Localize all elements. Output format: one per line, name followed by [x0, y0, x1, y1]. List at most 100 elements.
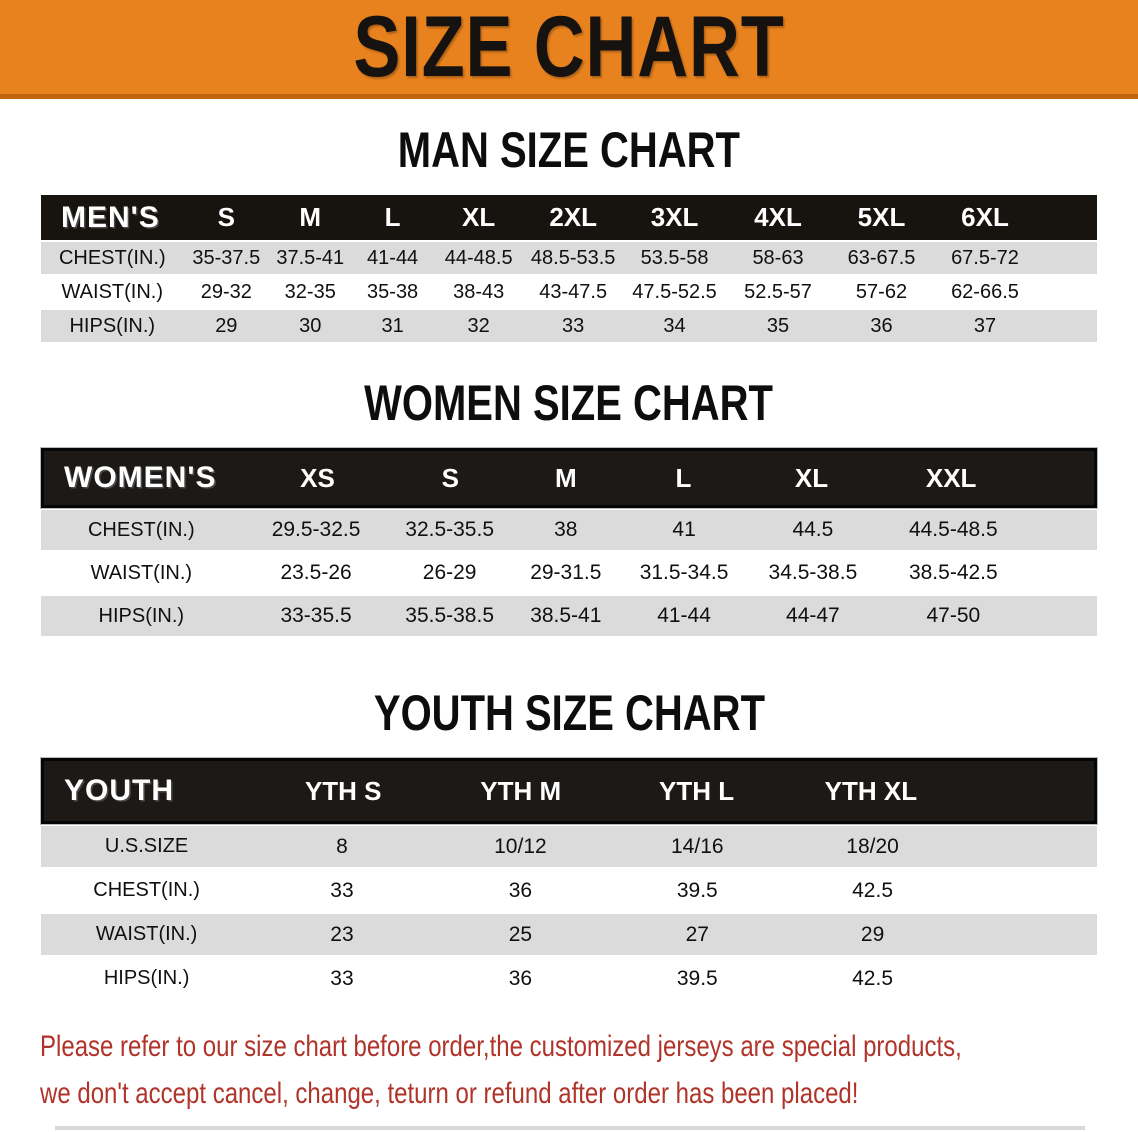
men-hips-value: 31 [381, 314, 404, 337]
women-section-heading: WOMEN SIZE CHART [0, 378, 1138, 428]
women-waist-value: 29-31.5 [530, 561, 602, 584]
women-hips-value: 38.5-41 [530, 604, 602, 627]
women-waist-value: 31.5-34.5 [639, 561, 729, 584]
youth-ussize-row: U.S.SIZE 8 10/12 14/16 18/20 [41, 826, 1097, 867]
men-waist-value: 35-38 [367, 280, 419, 303]
men-size-col-xl: XL [462, 202, 496, 232]
youth-hips-value: 39.5 [676, 966, 718, 990]
youth-waist-value: 29 [860, 922, 885, 946]
women-hips-value: 33-35.5 [280, 604, 352, 627]
youth-size-col-l: YTH L [659, 775, 735, 806]
men-waist-value: 43-47.5 [539, 280, 608, 303]
women-waist-value: 34.5-38.5 [768, 561, 858, 584]
men-hips-value: 32 [467, 314, 490, 337]
women-table-header-row: WOMEN'S XS S M L XL XXL [40, 447, 1098, 509]
youth-size-table: YOUTH YTH S YTH M YTH L YTH XL U.S.SIZE … [40, 757, 1098, 999]
women-waist-row: WAIST(IN.) 23.5-26 26-29 29-31.5 31.5-34… [41, 553, 1097, 593]
women-size-col-m: M [555, 462, 577, 493]
youth-waist-row: WAIST(IN.) 23 25 27 29 [41, 914, 1097, 955]
men-size-col-4xl: 4XL [754, 202, 802, 232]
youth-hips-value: 36 [508, 966, 533, 990]
youth-section-heading: YOUTH SIZE CHART [0, 688, 1138, 738]
men-chest-value: 35-37.5 [192, 246, 261, 269]
men-size-col-m: M [299, 202, 322, 232]
women-heading-text: WOMEN SIZE CHART [364, 375, 774, 431]
youth-chest-label: CHEST(IN.) [93, 879, 200, 901]
women-waist-value: 23.5-26 [280, 561, 352, 584]
men-table-title: MEN'S [61, 200, 160, 234]
women-chest-value: 38 [554, 518, 578, 541]
youth-hips-label: HIPS(IN.) [103, 967, 190, 989]
men-hips-value: 36 [870, 314, 893, 337]
men-size-col-s: S [217, 202, 235, 232]
men-chest-value: 58-63 [752, 246, 804, 269]
man-section-heading: MAN SIZE CHART [0, 125, 1138, 175]
youth-hips-row: HIPS(IN.) 33 36 39.5 42.5 [41, 958, 1097, 999]
women-chest-value: 44.5 [792, 518, 834, 541]
men-size-col-6xl: 6XL [961, 202, 1009, 232]
women-waist-value: 38.5-42.5 [908, 561, 998, 584]
youth-ussize-value: 18/20 [846, 834, 899, 858]
youth-ussize-value: 8 [336, 834, 348, 858]
youth-waist-value: 23 [330, 922, 354, 946]
men-waist-row: WAIST(IN.) 29-32 32-35 35-38 38-43 43-47… [41, 276, 1097, 308]
youth-size-col-s: YTH S [304, 775, 382, 806]
men-hips-value: 37 [973, 314, 997, 337]
men-size-col-5xl: 5XL [857, 202, 906, 232]
men-waist-value: 62-66.5 [951, 280, 1019, 303]
banner-title: SIZE CHART [353, 0, 785, 95]
men-hips-value: 34 [663, 314, 686, 337]
men-chest-value: 37.5-41 [276, 246, 345, 269]
women-hips-label: HIPS(IN.) [98, 604, 185, 627]
youth-heading-text: YOUTH SIZE CHART [373, 685, 765, 741]
youth-chest-row: CHEST(IN.) 33 36 39.5 42.5 [41, 870, 1097, 911]
women-waist-value: 26-29 [422, 561, 477, 584]
size-chart-banner: SIZE CHART [0, 0, 1138, 99]
men-hips-value: 33 [562, 314, 585, 337]
men-hips-value: 29 [215, 314, 238, 337]
women-size-col-l: L [675, 462, 692, 493]
men-hips-row: HIPS(IN.) 29 30 31 32 33 34 35 36 37 [41, 310, 1097, 342]
men-waist-value: 32-35 [284, 280, 336, 303]
youth-ussize-value: 14/16 [671, 834, 724, 858]
youth-table-header-row: YOUTH YTH S YTH M YTH L YTH XL [40, 757, 1098, 825]
youth-hips-value: 42.5 [852, 966, 893, 990]
youth-ussize-label: U.S.SIZE [104, 835, 189, 857]
man-heading-text: MAN SIZE CHART [397, 122, 741, 178]
order-policy-line-1: Please refer to our size chart before or… [40, 1030, 962, 1063]
men-waist-value: 52.5-57 [744, 280, 812, 303]
men-waist-value: 29-32 [200, 280, 252, 303]
women-chest-value: 32.5-35.5 [405, 518, 495, 541]
youth-chest-value: 33 [330, 878, 354, 902]
women-table-title: WOMEN'S [64, 461, 217, 494]
men-waist-value: 38-43 [453, 280, 505, 303]
men-hips-value: 35 [766, 314, 790, 337]
women-hips-value: 41-44 [657, 604, 711, 627]
women-waist-label: WAIST(IN.) [90, 561, 193, 584]
youth-waist-value: 25 [508, 922, 533, 946]
youth-waist-label: WAIST(IN.) [95, 923, 198, 945]
men-waist-value: 47.5-52.5 [632, 280, 717, 303]
men-chest-value: 67.5-72 [951, 246, 1019, 269]
youth-size-col-xl: YTH XL [824, 775, 918, 806]
youth-ussize-value: 10/12 [494, 834, 547, 858]
youth-hips-value: 33 [330, 966, 354, 990]
bottom-edge-shadow [55, 1126, 1085, 1130]
men-chest-row: CHEST(IN.) 35-37.5 37.5-41 41-44 44-48.5… [41, 242, 1097, 274]
men-waist-value: 57-62 [855, 280, 908, 303]
youth-chest-value: 42.5 [852, 878, 893, 902]
order-policy-line-2: we don't accept cancel, change, teturn o… [40, 1077, 859, 1110]
youth-size-col-m: YTH M [480, 775, 562, 806]
men-size-col-l: L [384, 202, 401, 232]
women-chest-value: 29.5-32.5 [271, 518, 361, 541]
men-chest-value: 63-67.5 [847, 246, 916, 269]
men-size-col-2xl: 2XL [549, 202, 598, 232]
youth-waist-value: 27 [685, 922, 709, 946]
men-size-col-3xl: 3XL [650, 202, 699, 232]
women-hips-row: HIPS(IN.) 33-35.5 35.5-38.5 38.5-41 41-4… [41, 596, 1097, 636]
youth-chest-value: 36 [508, 878, 533, 902]
women-hips-value: 47-50 [926, 604, 981, 627]
men-chest-label: CHEST(IN.) [58, 246, 166, 269]
order-policy-note: Please refer to our size chart before or… [40, 1023, 1138, 1117]
women-chest-row: CHEST(IN.) 29.5-32.5 32.5-35.5 38 41 44.… [41, 510, 1097, 550]
